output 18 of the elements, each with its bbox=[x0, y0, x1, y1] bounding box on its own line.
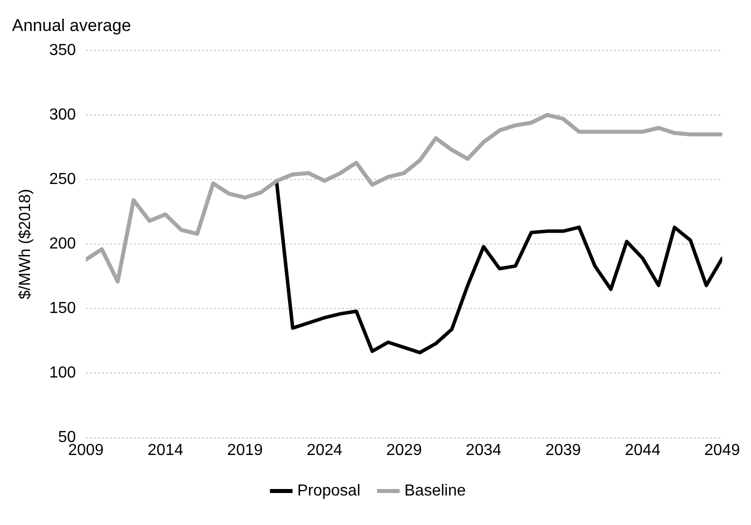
legend-label: Proposal bbox=[297, 482, 360, 500]
x-tick-label: 2044 bbox=[624, 442, 661, 459]
x-tick-label: 2049 bbox=[704, 442, 740, 459]
y-tick-label: 150 bbox=[49, 300, 76, 318]
y-tick-label: 100 bbox=[49, 364, 76, 382]
y-tick-label: 200 bbox=[49, 236, 76, 253]
legend-label: Baseline bbox=[404, 482, 466, 500]
chart-title: Annual average bbox=[12, 16, 132, 35]
x-tick-label: 2029 bbox=[386, 442, 422, 459]
x-tick-label: 2039 bbox=[545, 442, 582, 459]
y-axis-title: $/MWh ($2018) bbox=[17, 188, 34, 300]
y-tick-label: 350 bbox=[49, 42, 76, 59]
y-tick-label: 300 bbox=[49, 106, 76, 124]
x-tick-label: 2014 bbox=[148, 442, 184, 459]
y-tick-label: 250 bbox=[49, 170, 76, 188]
x-tick-label: 2034 bbox=[466, 442, 502, 459]
x-tick-label: 2024 bbox=[306, 442, 342, 459]
x-tick-label: 2019 bbox=[227, 442, 263, 459]
